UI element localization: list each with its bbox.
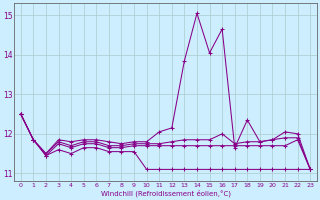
X-axis label: Windchill (Refroidissement éolien,°C): Windchill (Refroidissement éolien,°C) <box>100 189 230 197</box>
